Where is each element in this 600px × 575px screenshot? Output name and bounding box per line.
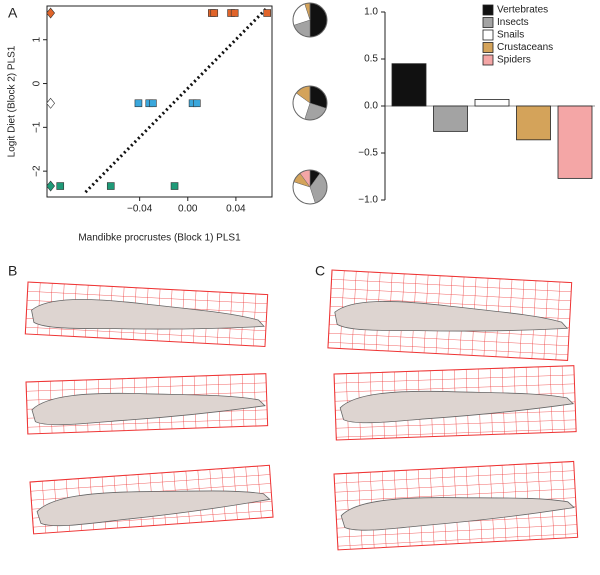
y-tick-label: 1.0 (364, 7, 378, 18)
x-tick-label: 0.00 (178, 204, 198, 215)
point (149, 99, 157, 108)
legend-swatch (482, 17, 494, 28)
point (46, 7, 55, 19)
point (46, 97, 55, 109)
jaw-grid (333, 460, 579, 551)
y-tick-label: −1.0 (358, 195, 378, 206)
legend-label: Spiders (497, 55, 531, 66)
legend-swatch (482, 4, 494, 16)
point (106, 182, 115, 190)
point (46, 180, 55, 192)
pie-outline (292, 169, 328, 205)
x-tick-label: 0.04 (226, 204, 246, 215)
point (230, 9, 239, 17)
jaw-grid (24, 281, 269, 348)
jaw-grid (327, 269, 573, 361)
point (134, 99, 143, 108)
point (210, 9, 219, 17)
y-tick-label: 0 (32, 80, 43, 86)
legend-swatch (482, 42, 494, 53)
bar (474, 99, 510, 107)
bar (557, 105, 593, 179)
legend-label: Vertebrates (497, 5, 548, 16)
x-tick-label: −0.04 (127, 204, 153, 215)
y-tick-label: −2 (32, 165, 43, 177)
trend-line (84, 6, 269, 194)
panel-label: C (315, 263, 325, 279)
legend-label: Snails (497, 30, 524, 41)
y-tick-label: 0.5 (364, 54, 378, 65)
legend-swatch (482, 29, 494, 41)
bar (391, 63, 427, 107)
jaw-grid (29, 464, 274, 535)
plot-frame (46, 5, 273, 198)
pie-slice (309, 2, 328, 38)
y-axis-label: Logit Diet (Block 2) PLS1 (7, 45, 18, 157)
pie-outline (292, 85, 328, 121)
point (56, 182, 65, 190)
legend-label: Crustaceans (497, 42, 553, 53)
jaw-grid (25, 373, 269, 435)
panel-label: B (8, 263, 17, 279)
legend-label: Insects (497, 17, 529, 28)
x-axis-label: Mandibke procrustes (Block 1) PLS1 (78, 233, 241, 244)
point (170, 182, 179, 190)
y-tick-label: 1 (32, 37, 43, 43)
bar (433, 105, 468, 132)
point (192, 99, 201, 108)
point (263, 9, 271, 17)
bar (516, 105, 551, 141)
legend-swatch (482, 54, 494, 66)
y-tick-label: −1 (32, 121, 43, 133)
y-tick-label: −0.5 (358, 148, 378, 159)
jaw-grid (333, 365, 577, 441)
pie-outline (292, 2, 328, 38)
y-tick-label: 0.0 (364, 101, 378, 112)
panel-label: A (8, 5, 18, 21)
